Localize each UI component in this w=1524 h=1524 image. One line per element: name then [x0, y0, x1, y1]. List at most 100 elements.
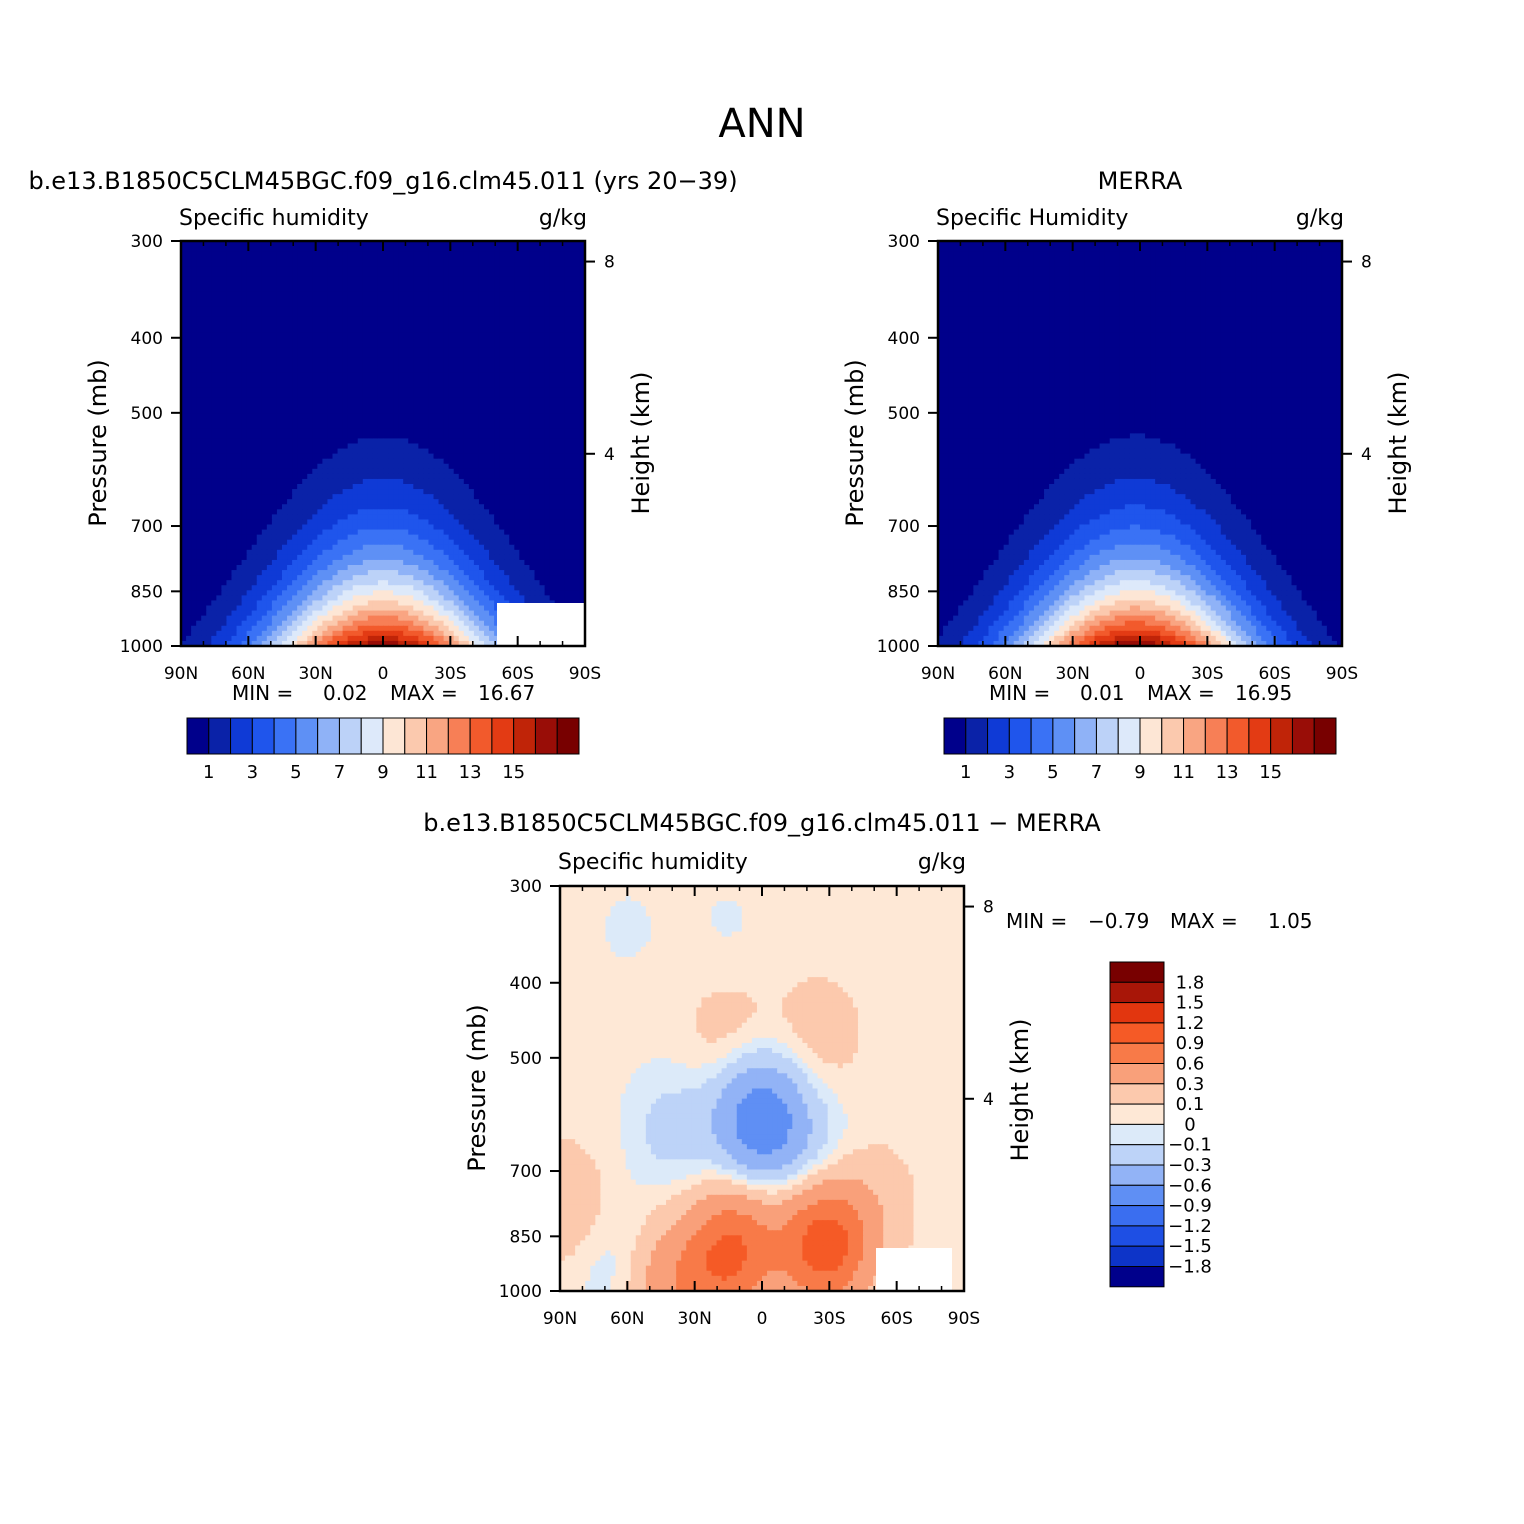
field-cell — [211, 463, 217, 470]
field-cell — [221, 448, 228, 455]
field-cell — [504, 311, 510, 318]
field-cell — [181, 544, 187, 551]
field-cell — [236, 438, 243, 445]
field-cell — [357, 301, 364, 308]
field-cell — [216, 256, 222, 262]
field-cell — [271, 539, 278, 546]
field-cell — [246, 544, 253, 551]
field-cell — [574, 246, 581, 252]
field-cell — [292, 539, 298, 546]
field-cell — [292, 306, 298, 313]
field-cell — [211, 494, 217, 500]
field-cell — [458, 271, 465, 278]
field-cell — [509, 484, 515, 490]
field-cell — [256, 266, 263, 272]
field-cell — [478, 286, 485, 293]
field-cell — [509, 423, 515, 429]
field-cell — [307, 468, 313, 475]
field-cell — [287, 362, 293, 369]
field-cell — [342, 286, 349, 293]
field-cell — [357, 261, 364, 267]
field-cell — [549, 281, 556, 288]
field-cell — [292, 271, 298, 278]
field-cell — [241, 342, 248, 348]
field-cell — [428, 337, 435, 343]
field-cell — [398, 246, 404, 252]
field-cell — [206, 473, 212, 480]
field-cell — [327, 276, 334, 283]
field-cell — [307, 372, 313, 379]
field-cell — [226, 524, 233, 531]
field-cell — [494, 382, 500, 389]
field-cell — [236, 403, 243, 409]
field-cell — [211, 539, 217, 546]
field-cell — [367, 322, 374, 328]
field-cell — [393, 549, 399, 556]
field-cell — [484, 458, 490, 465]
field-cell — [463, 296, 470, 303]
field-cell — [322, 286, 329, 293]
field-cell — [372, 246, 379, 252]
field-cell — [347, 271, 354, 278]
field-cell — [357, 539, 364, 546]
field-cell — [206, 281, 212, 288]
field-cell — [352, 352, 359, 359]
field-cell — [529, 286, 536, 293]
field-cell — [231, 544, 238, 551]
field-cell — [347, 261, 354, 267]
field-cell — [181, 397, 187, 404]
field-cell — [468, 316, 475, 323]
field-cell — [448, 519, 455, 526]
field-cell — [549, 468, 556, 475]
field-cell — [347, 504, 354, 510]
field-cell — [438, 408, 445, 414]
field-cell — [494, 549, 500, 556]
field-cell — [549, 458, 556, 465]
field-cell — [357, 463, 364, 470]
field-cell — [241, 428, 248, 434]
field-cell — [362, 458, 369, 465]
field-cell — [372, 423, 379, 429]
field-cell — [574, 433, 581, 440]
field-cell — [514, 372, 520, 379]
field-cell — [297, 311, 303, 318]
field-cell — [352, 367, 359, 374]
field-cell — [433, 261, 440, 267]
field-cell — [357, 494, 364, 500]
field-cell — [352, 519, 359, 526]
field-cell — [342, 241, 349, 247]
field-cell — [231, 311, 238, 318]
field-cell — [297, 286, 303, 293]
field-cell — [554, 504, 561, 510]
field-cell — [256, 473, 263, 480]
field-cell — [463, 494, 470, 500]
field-cell — [322, 524, 329, 531]
field-cell — [509, 443, 515, 450]
field-cell — [554, 276, 561, 283]
field-cell — [564, 286, 571, 293]
field-cell — [191, 504, 197, 510]
field-cell — [574, 478, 581, 485]
field-cell — [473, 352, 480, 359]
field-cell — [428, 332, 435, 338]
field-cell — [191, 372, 197, 379]
field-cell — [357, 403, 364, 409]
field-cell — [342, 322, 349, 328]
field-cell — [388, 352, 394, 359]
field-cell — [377, 276, 384, 283]
field-cell — [377, 499, 384, 505]
field-cell — [221, 241, 228, 247]
field-cell — [438, 438, 445, 445]
field-cell — [494, 311, 500, 318]
field-cell — [327, 453, 334, 460]
field-cell — [494, 403, 500, 409]
field-cell — [191, 463, 197, 470]
field-cell — [428, 286, 435, 293]
field-cell — [236, 539, 243, 546]
field-cell — [196, 453, 202, 460]
field-cell — [271, 301, 278, 308]
field-cell — [579, 413, 585, 419]
field-cell — [408, 246, 414, 252]
field-cell — [579, 463, 585, 470]
field-cell — [564, 322, 571, 328]
